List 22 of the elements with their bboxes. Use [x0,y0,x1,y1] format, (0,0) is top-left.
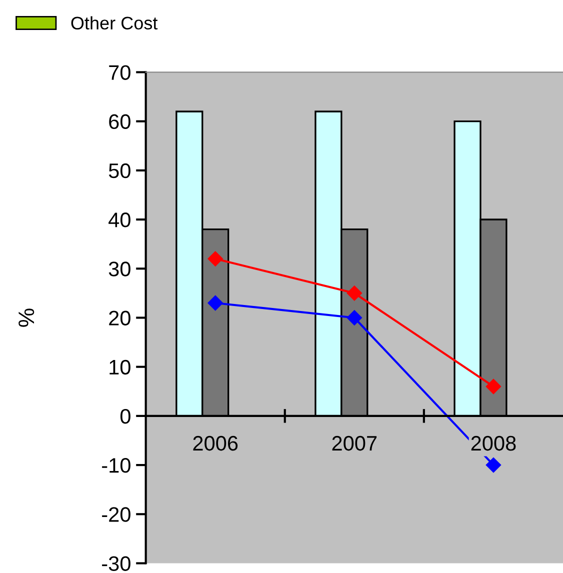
y-tick-label: 0 [120,408,130,424]
y-tick-label: 30 [108,262,130,276]
point [486,457,502,473]
y-tick-label: 40 [108,212,130,228]
y-tick-label: -10 [102,458,130,473]
y-tick-label: 60 [109,114,130,130]
y-tick-label: 50 [108,163,130,178]
y-tick-label: -20 [102,507,130,522]
y-tick-label: 10 [110,360,130,375]
y-tick-label: -30 [102,556,130,572]
x-tick-label: 2006 [193,436,238,451]
x-tick-label: 2007 [332,436,377,451]
y-tick-label: 20 [109,310,130,326]
point [208,251,223,266]
x-tick-label: 2008 [471,436,516,451]
y-axis-title: % [18,308,34,327]
point [346,310,362,326]
point [208,295,223,311]
point [346,286,362,301]
legend-label: Other Cost [71,16,158,30]
point [486,378,502,394]
y-tick-label: 70 [109,65,130,80]
